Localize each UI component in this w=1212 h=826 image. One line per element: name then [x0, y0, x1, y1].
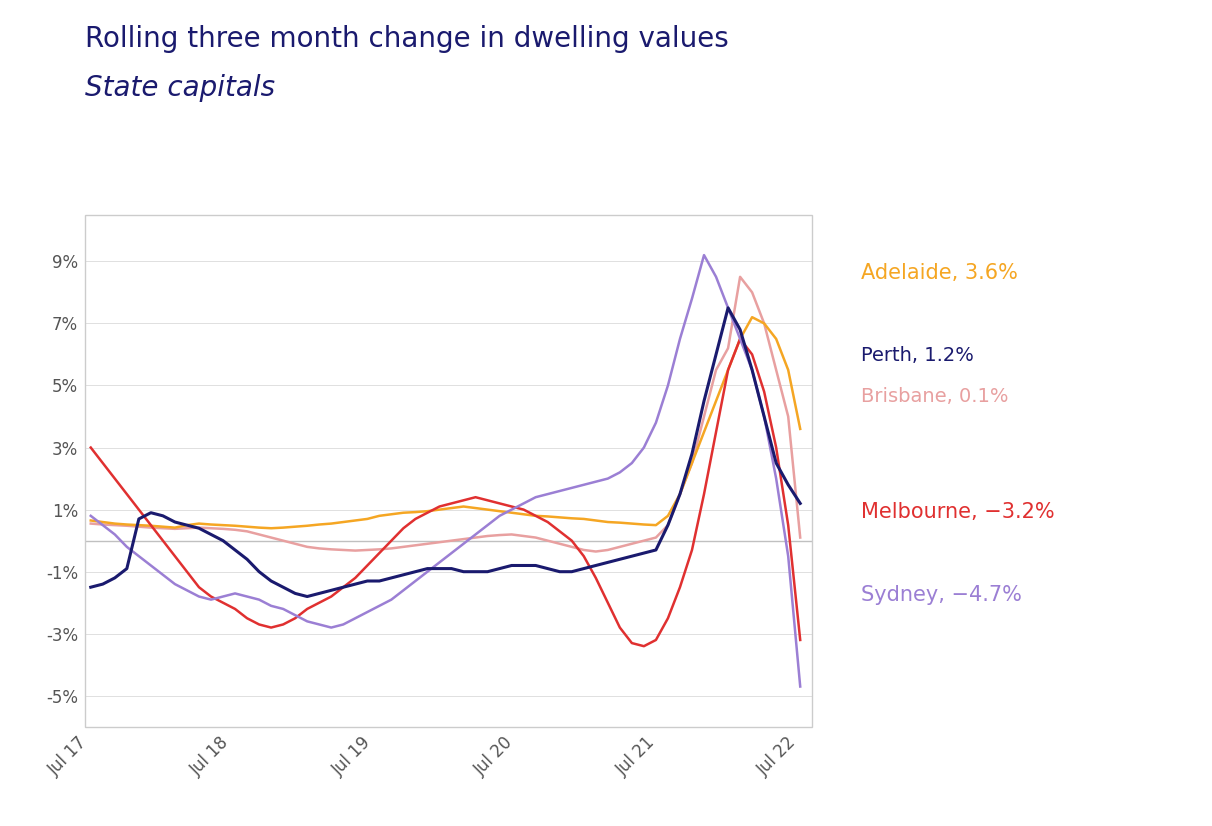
Text: Adelaide, 3.6%: Adelaide, 3.6% [861, 263, 1017, 282]
Text: Melbourne, −3.2%: Melbourne, −3.2% [861, 502, 1054, 522]
Text: Rolling three month change in dwelling values: Rolling three month change in dwelling v… [85, 25, 728, 53]
Bar [85, 215, 812, 727]
Text: Sydney, −4.7%: Sydney, −4.7% [861, 585, 1022, 605]
Text: Perth, 1.2%: Perth, 1.2% [861, 345, 973, 365]
Text: State capitals: State capitals [85, 74, 275, 102]
Text: Brisbane, 0.1%: Brisbane, 0.1% [861, 387, 1008, 406]
